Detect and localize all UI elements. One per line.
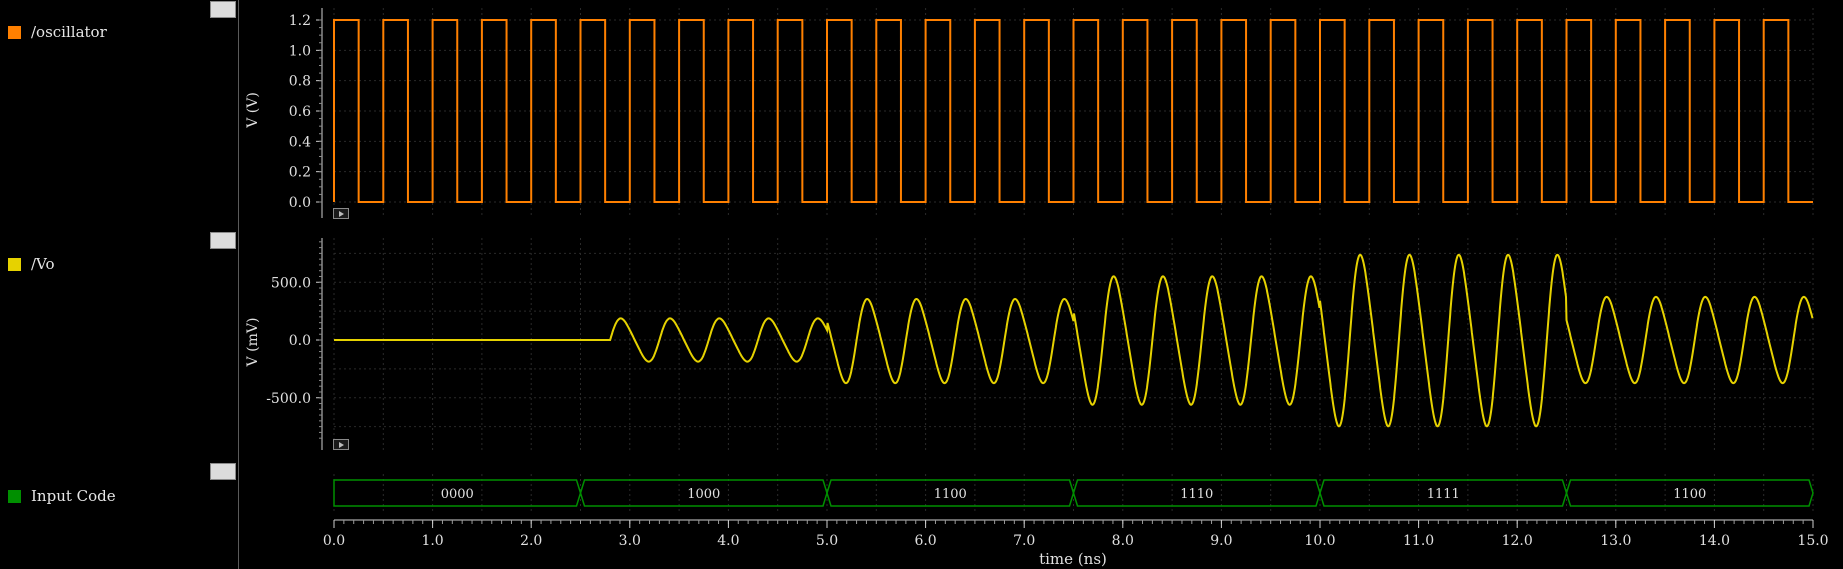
filter-icon[interactable] xyxy=(210,463,236,480)
pane-divider[interactable] xyxy=(238,0,239,569)
y-tick-label: 0.2 xyxy=(289,165,311,181)
vo-y-axis: -500.0 0.0 500.0 xyxy=(266,238,323,450)
time-axis-label: time (ns) xyxy=(1039,550,1107,568)
legend-pane: /oscillator /Vo Input Code xyxy=(0,0,238,569)
vo-waveform xyxy=(334,253,1814,428)
y-tick-label: 1.0 xyxy=(289,43,311,59)
x-tick-label: 1.0 xyxy=(421,533,443,549)
bus-value-label: 1100 xyxy=(1673,487,1706,502)
legend-item-vo[interactable]: /Vo xyxy=(8,254,55,274)
bus-segment xyxy=(1565,479,1814,507)
legend-label-vo: /Vo xyxy=(31,255,55,273)
y-tick-label: -500.0 xyxy=(266,391,311,407)
bus-value-label: 0000 xyxy=(441,487,474,502)
x-tick-label: 5.0 xyxy=(816,533,838,549)
bus-value-label: 1110 xyxy=(1180,487,1213,502)
filter-icon[interactable] xyxy=(210,232,236,249)
legend-label-input-code: Input Code xyxy=(31,487,116,505)
vo-color-swatch xyxy=(8,257,21,271)
x-tick-label: 9.0 xyxy=(1210,533,1232,549)
x-tick-label: 12.0 xyxy=(1502,533,1533,549)
input-code-color-swatch xyxy=(8,489,21,503)
x-tick-label: 13.0 xyxy=(1600,533,1631,549)
oscillator-color-swatch xyxy=(8,25,21,39)
y-tick-label: 0.4 xyxy=(289,134,311,150)
y-tick-label: 1.2 xyxy=(289,13,311,29)
bus-value-label: 1000 xyxy=(687,487,720,502)
oscillator-waveform xyxy=(333,19,1813,203)
y-tick-label: 0.8 xyxy=(289,74,311,90)
x-tick-label: 8.0 xyxy=(1112,533,1134,549)
bus-value-label: 1111 xyxy=(1427,487,1460,502)
vo-y-label: V (mV) xyxy=(245,318,261,368)
legend-item-oscillator[interactable]: /oscillator xyxy=(8,22,107,42)
x-tick-label: 7.0 xyxy=(1013,533,1035,549)
y-tick-label: 500.0 xyxy=(271,275,311,291)
expand-panel-button[interactable] xyxy=(333,208,349,219)
x-tick-label: 4.0 xyxy=(717,533,739,549)
x-tick-label: 10.0 xyxy=(1304,533,1335,549)
bus-segment xyxy=(333,479,582,507)
legend-label-oscillator: /oscillator xyxy=(31,23,107,41)
x-tick-label: 14.0 xyxy=(1699,533,1730,549)
expand-panel-button[interactable] xyxy=(333,439,349,450)
x-tick-label: 0.0 xyxy=(323,533,345,549)
oscillator-y-axis: 0.0 0.2 0.4 0.6 0.8 1.0 1.2 xyxy=(289,8,323,218)
x-tick-label: 11.0 xyxy=(1403,533,1434,549)
x-tick-label: 3.0 xyxy=(619,533,641,549)
y-tick-label: 0.6 xyxy=(289,104,311,120)
bus-value-label: 1100 xyxy=(934,487,967,502)
x-tick-label: 6.0 xyxy=(914,533,936,549)
oscillator-y-label: V (V) xyxy=(245,92,261,129)
x-tick-label: 2.0 xyxy=(520,533,542,549)
time-axis: 0.0 1.0 2.0 3.0 4.0 5.0 6.0 7.0 8.0 9.0 10.0 11.0 12… xyxy=(323,519,1829,549)
input-code-bus: 0000 1000 1100 1110 1111 1100 xyxy=(333,479,1814,507)
legend-item-input-code[interactable]: Input Code xyxy=(8,486,116,506)
filter-icon[interactable] xyxy=(210,1,236,18)
y-tick-label: 0.0 xyxy=(289,333,311,349)
y-tick-label: 0.0 xyxy=(289,195,311,211)
x-tick-label: 15.0 xyxy=(1797,533,1828,549)
